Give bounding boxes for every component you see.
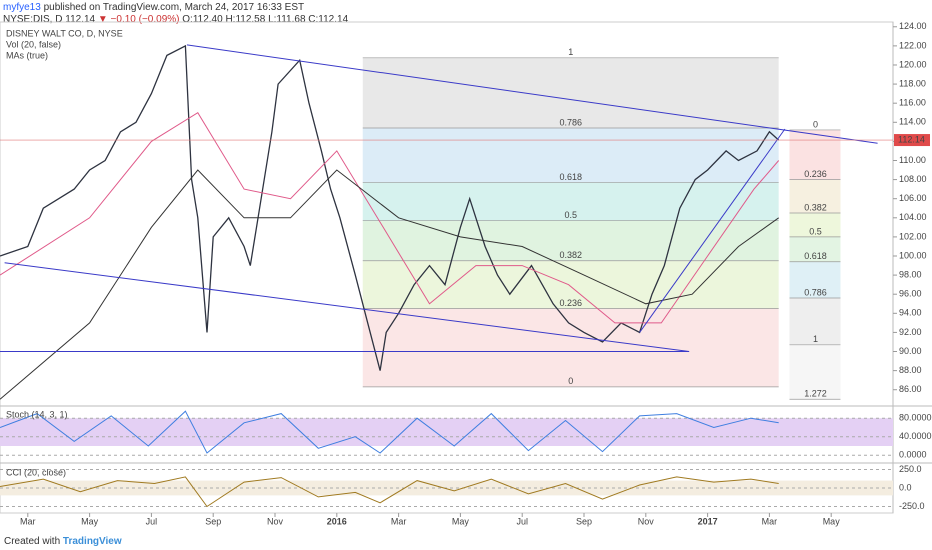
y-tick-label: 114.00 bbox=[899, 117, 926, 127]
fib-label: 0 bbox=[568, 376, 573, 386]
x-tick-label: 2016 bbox=[327, 516, 347, 526]
fib-band bbox=[789, 261, 841, 299]
fib-label: 0.5 bbox=[564, 210, 577, 220]
stoch-tick-label: 0.0000 bbox=[899, 450, 927, 460]
price-line bbox=[0, 44, 780, 371]
y-tick-label: 86.00 bbox=[899, 384, 922, 394]
cci-tick-label: 250.0 bbox=[899, 464, 922, 474]
x-tick-label: Jul bbox=[146, 516, 158, 526]
fib-band bbox=[789, 129, 841, 180]
fib-label: 0.618 bbox=[804, 251, 827, 261]
fib-band bbox=[789, 236, 841, 262]
fib-label: 1.272 bbox=[804, 389, 827, 399]
y-tick-label: 88.00 bbox=[899, 365, 922, 375]
stoch-tick-label: 40.0000 bbox=[899, 431, 932, 441]
x-tick-label: Nov bbox=[267, 516, 284, 526]
footer: Created with TradingView bbox=[4, 536, 122, 547]
publisher: myfye13 bbox=[3, 2, 41, 13]
stoch-tick-label: 80.0000 bbox=[899, 413, 932, 423]
fib-band bbox=[789, 179, 841, 214]
price-tag: 112.14 bbox=[898, 134, 925, 144]
x-tick-label: 2017 bbox=[698, 516, 718, 526]
y-tick-label: 118.00 bbox=[899, 78, 926, 88]
symbol: NYSE:DIS, D bbox=[3, 14, 63, 25]
x-tick-label: Mar bbox=[762, 516, 778, 526]
fib-label: 0.786 bbox=[804, 287, 827, 297]
y-tick-label: 122.00 bbox=[899, 40, 927, 50]
fib-band bbox=[789, 344, 841, 400]
cci-tick-label: 0.0 bbox=[899, 482, 912, 492]
change: ▼ −0.10 (−0.09%) bbox=[97, 14, 180, 25]
y-tick-label: 96.00 bbox=[899, 289, 922, 299]
y-tick-label: 94.00 bbox=[899, 308, 922, 318]
fib-label: 1 bbox=[813, 334, 818, 344]
y-tick-label: 90.00 bbox=[899, 346, 922, 356]
fib-label: 0.5 bbox=[809, 226, 822, 236]
y-tick-label: 106.00 bbox=[899, 193, 927, 203]
ohlc: O:112.40 H:112.58 L:111.68 C:112.14 bbox=[182, 14, 349, 25]
fib-label: 0.382 bbox=[559, 250, 582, 260]
chart: 1 0.786 0.618 0.5 0.382 0.236 0 0 0.236 0.382 0.5 0… bbox=[0, 21, 932, 526]
stoch-title: Stoch (14, 3, 1) bbox=[6, 409, 68, 419]
fib-band bbox=[362, 308, 779, 387]
cci-line bbox=[0, 476, 779, 508]
x-tick-label: May bbox=[823, 516, 841, 526]
x-tick-label: Nov bbox=[638, 516, 655, 526]
cci-tick-label: -250.0 bbox=[899, 501, 925, 511]
created: Created with bbox=[4, 536, 61, 547]
fib-label: 0.618 bbox=[559, 172, 582, 182]
trendline bbox=[639, 128, 786, 333]
cci-title: CCI (20, close) bbox=[6, 467, 66, 477]
chart-title: DISNEY WALT CO, D, NYSE bbox=[6, 28, 123, 38]
stoch-band bbox=[0, 418, 893, 447]
price-line bbox=[0, 112, 780, 324]
price-tag-bg bbox=[894, 134, 930, 147]
y-tick-label: 108.00 bbox=[899, 174, 927, 184]
published: published on TradingView.com, March 24, … bbox=[43, 2, 305, 13]
header: myfye13 published on TradingView.com, Ma… bbox=[3, 2, 348, 26]
legend-entry: MAs (true) bbox=[6, 50, 48, 60]
y-tick-label: 92.00 bbox=[899, 327, 922, 337]
fib-label: 0.236 bbox=[804, 169, 827, 179]
fib-band bbox=[362, 128, 779, 183]
fib-band bbox=[789, 213, 841, 237]
price-line bbox=[0, 169, 779, 400]
x-tick-label: Sep bbox=[576, 516, 592, 526]
fib-band bbox=[362, 57, 779, 129]
y-tick-label: 120.00 bbox=[899, 59, 927, 69]
fib-label: 0.382 bbox=[804, 202, 827, 212]
brand[interactable]: TradingView bbox=[62, 536, 122, 547]
y-tick-label: 116.00 bbox=[899, 98, 926, 108]
y-tick-label: 110.00 bbox=[899, 155, 926, 165]
y-tick-label: 98.00 bbox=[899, 269, 922, 279]
fib-label: 0 bbox=[813, 119, 818, 129]
y-tick-label: 100.00 bbox=[899, 250, 927, 260]
x-tick-label: May bbox=[81, 516, 99, 526]
trendline bbox=[186, 44, 878, 144]
x-tick-label: Mar bbox=[20, 516, 36, 526]
last: 112.14 bbox=[65, 14, 96, 25]
y-tick-label: 104.00 bbox=[899, 212, 927, 222]
x-tick-label: Jul bbox=[516, 516, 528, 526]
y-tick-label: 124.00 bbox=[899, 21, 927, 31]
legend-entry: Vol (20, false) bbox=[6, 39, 61, 49]
stoch-line bbox=[0, 410, 779, 454]
fib-band bbox=[789, 298, 841, 345]
x-tick-label: Sep bbox=[205, 516, 221, 526]
fib-label: 0.236 bbox=[559, 298, 582, 308]
trendline bbox=[4, 262, 690, 352]
x-tick-label: Mar bbox=[391, 516, 407, 526]
fib-label: 1 bbox=[568, 47, 573, 57]
x-tick-label: May bbox=[452, 516, 470, 526]
fib-band bbox=[362, 182, 779, 221]
fib-label: 0.786 bbox=[559, 117, 582, 127]
y-tick-label: 102.00 bbox=[899, 231, 927, 241]
